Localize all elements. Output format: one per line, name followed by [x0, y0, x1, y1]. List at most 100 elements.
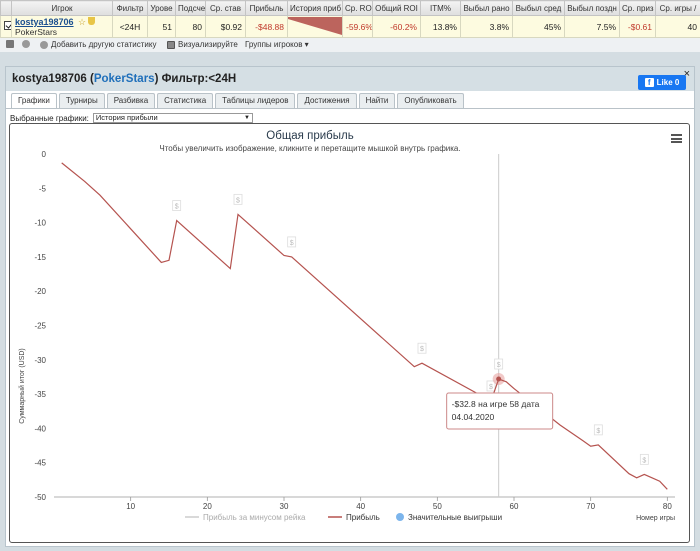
- panel-title: kostya198706 (PokerStars) Фильтр:<24H: [12, 73, 237, 85]
- player-groups-dropdown[interactable]: Группы игроков ▾: [245, 40, 309, 49]
- legend-item-big-wins[interactable]: Значительные выигрыши: [408, 513, 502, 522]
- chart-select-dropdown[interactable]: История прибыли: [92, 113, 253, 123]
- big-win-marker: [287, 236, 297, 248]
- mid-cell: 45%: [512, 15, 565, 38]
- x-tick-label: 20: [203, 502, 212, 511]
- trophy-icon[interactable]: [88, 17, 95, 25]
- profit-cell: -$48.88: [245, 15, 288, 38]
- add-stats-button[interactable]: Добавить другую статистику: [40, 40, 156, 49]
- export-icon[interactable]: [22, 40, 30, 48]
- panel-header: [6, 67, 694, 91]
- count-cell: 80: [175, 15, 206, 38]
- y-tick-label: -10: [34, 219, 46, 228]
- avg-stake-cell: $0.92: [205, 15, 246, 38]
- dollar-icon: $: [175, 204, 179, 211]
- tab-find[interactable]: Найти: [358, 93, 396, 108]
- col-header-player[interactable]: Игрок: [11, 0, 113, 16]
- dollar-icon: $: [642, 457, 646, 464]
- image-icon: [167, 40, 175, 49]
- games-per-day-cell: 40: [655, 15, 700, 38]
- col-header-profit[interactable]: Прибыль: [245, 0, 288, 16]
- tab-statistics[interactable]: Статистика: [157, 93, 214, 108]
- y-tick-label: -40: [34, 424, 46, 433]
- early-cell: 3.8%: [460, 15, 513, 38]
- dollar-icon: $: [489, 384, 493, 391]
- stats-table: Игрок Фильтр Урове Подсче Ср. став Прибы…: [0, 0, 700, 38]
- chart-legend: Прибыль за минусом рейка Прибыль Значите…: [185, 513, 502, 522]
- player-groups-label: Группы игроков ▾: [245, 40, 309, 49]
- sparkline-chart: [288, 16, 342, 35]
- col-header-level[interactable]: Урове: [147, 0, 176, 16]
- col-header-mid[interactable]: Выбыл сред: [512, 0, 565, 16]
- panel-tabs: Графики Турниры Разбивка Статистика Табл…: [11, 93, 464, 108]
- col-header-games-per-day[interactable]: Ср. игры /: [655, 0, 700, 16]
- profit-chart-container[interactable]: Общая прибыль Чтобы увеличить изображени…: [9, 123, 690, 543]
- trash-icon[interactable]: [6, 40, 14, 48]
- y-tick-label: 0: [42, 150, 47, 159]
- col-header-avg-roi[interactable]: Ср. RO: [342, 0, 373, 16]
- dollar-icon: $: [290, 240, 294, 247]
- profit-chart[interactable]: Общая прибыль Чтобы увеличить изображени…: [10, 124, 689, 542]
- close-icon[interactable]: ×: [683, 68, 690, 80]
- panel-filter: Фильтр:<24H: [161, 73, 237, 85]
- stats-header-row: Игрок Фильтр Урове Подсче Ср. став Прибы…: [0, 0, 700, 16]
- y-tick-label: -5: [39, 184, 47, 193]
- col-header-itm[interactable]: ITM%: [420, 0, 461, 16]
- legend-item-profit[interactable]: Прибыль: [346, 513, 380, 522]
- dollar-icon: $: [236, 197, 240, 204]
- stats-toolbar: Добавить другую статистику Визуализируйт…: [0, 38, 700, 52]
- x-tick-label: 10: [126, 502, 135, 511]
- player-panel: kostya198706 (PokerStars) Фильтр:<24H × …: [5, 66, 695, 547]
- big-win-marker: [486, 380, 496, 392]
- hamburger-menu-icon[interactable]: [671, 134, 682, 143]
- player-cell: kostya198706 PokerStars ☆: [11, 15, 113, 38]
- chart-select-label: Выбранные графики:: [10, 113, 89, 123]
- tab-leaderboards[interactable]: Таблицы лидеров: [215, 93, 296, 108]
- tab-breakdown[interactable]: Разбивка: [106, 93, 156, 108]
- col-header-early[interactable]: Выбыл рано: [460, 0, 513, 16]
- tab-charts[interactable]: Графики: [11, 93, 57, 108]
- tooltip-text: -$32.8 на игре 58 дата: [452, 399, 540, 409]
- col-header-late[interactable]: Выбыл поздн: [564, 0, 620, 16]
- visualize-button[interactable]: Визуализируйте: [167, 40, 238, 49]
- y-tick-label: -20: [34, 287, 46, 296]
- x-tick-label: 40: [356, 502, 365, 511]
- late-cell: 7.5%: [564, 15, 620, 38]
- col-header-total-roi[interactable]: Общий ROI: [372, 0, 421, 16]
- profit-history-sparkline[interactable]: [287, 15, 343, 38]
- avg-prize-cell: -$0.61: [619, 15, 656, 38]
- legend-item-rake[interactable]: Прибыль за минусом рейка: [203, 513, 306, 522]
- x-axis-label: Номер игры: [636, 515, 675, 522]
- add-stats-label: Добавить другую статистику: [51, 40, 157, 49]
- dollar-icon: $: [420, 346, 424, 353]
- chart-title: Общая прибыль: [266, 130, 353, 142]
- level-cell: 51: [147, 15, 176, 38]
- tab-tournaments[interactable]: Турниры: [58, 93, 105, 108]
- col-header-count[interactable]: Подсче: [175, 0, 206, 16]
- filter-cell: <24H: [112, 15, 148, 38]
- col-header-avg-stake[interactable]: Ср. став: [205, 0, 246, 16]
- col-header-profit-history[interactable]: История приб: [287, 0, 343, 16]
- player-link[interactable]: kostya198706: [15, 16, 74, 27]
- panel-site-link[interactable]: PokerStars: [93, 73, 155, 85]
- tab-publish[interactable]: Опубликовать: [397, 93, 464, 108]
- x-tick-label: 50: [433, 502, 442, 511]
- y-tick-label: -15: [34, 253, 46, 262]
- col-header-avg-prize[interactable]: Ср. приз: [619, 0, 656, 16]
- visualize-label: Визуализируйте: [178, 40, 238, 49]
- row-select-checkbox[interactable]: [0, 15, 12, 38]
- big-win-marker: [417, 342, 427, 354]
- itm-cell: 13.8%: [420, 15, 461, 38]
- x-tick-label: 80: [663, 502, 672, 511]
- table-row: kostya198706 PokerStars ☆ <24H 51 80 $0.…: [0, 15, 700, 38]
- facebook-like-button[interactable]: f Like 0: [638, 75, 686, 90]
- player-site: PokerStars: [15, 26, 58, 37]
- settings-icon: [40, 40, 48, 49]
- col-header-filter[interactable]: Фильтр: [112, 0, 148, 16]
- tab-achievements[interactable]: Достижения: [297, 93, 357, 108]
- profit-series-line: [61, 162, 668, 490]
- total-roi-cell: -60.2%: [372, 15, 421, 38]
- big-win-marker: [172, 200, 182, 211]
- x-tick-label: 70: [586, 502, 595, 511]
- star-icon[interactable]: ☆: [78, 17, 87, 27]
